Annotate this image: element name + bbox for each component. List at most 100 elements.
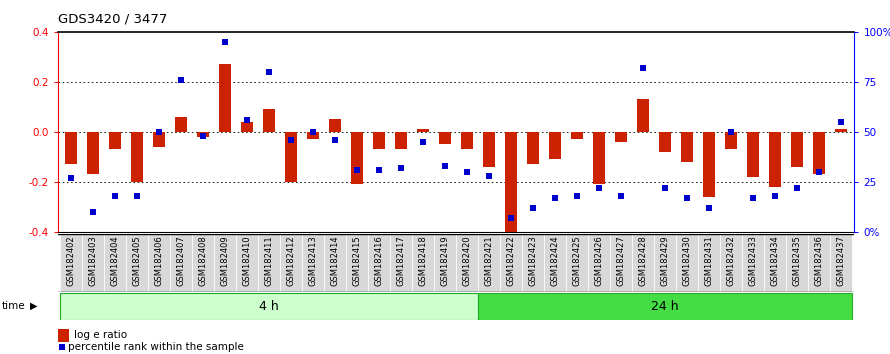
Bar: [676, 234, 698, 292]
Text: GSM182427: GSM182427: [617, 235, 626, 286]
Text: GSM182422: GSM182422: [506, 235, 515, 286]
Text: GSM182435: GSM182435: [793, 235, 802, 286]
Text: GSM182437: GSM182437: [837, 235, 845, 286]
Point: [108, 193, 122, 199]
Bar: [769, 132, 781, 187]
Bar: [506, 132, 517, 234]
Point: [152, 129, 166, 135]
Point: [746, 195, 760, 201]
Bar: [522, 234, 544, 292]
Bar: [720, 234, 742, 292]
Bar: [747, 132, 759, 177]
Point: [834, 119, 848, 125]
Text: GSM182431: GSM182431: [705, 235, 714, 286]
Point: [196, 133, 210, 139]
Text: GSM182429: GSM182429: [660, 235, 669, 286]
Point: [262, 69, 276, 75]
Text: GSM182415: GSM182415: [352, 235, 361, 286]
Bar: [765, 234, 786, 292]
Bar: [126, 234, 148, 292]
Point: [570, 193, 584, 199]
Bar: [417, 129, 429, 132]
Point: [350, 167, 364, 173]
Bar: [835, 129, 847, 132]
Bar: [725, 132, 737, 149]
Bar: [549, 132, 562, 159]
Point: [284, 137, 298, 143]
Bar: [219, 64, 231, 132]
Bar: [324, 234, 346, 292]
Bar: [611, 234, 632, 292]
Bar: [307, 132, 320, 139]
Point: [218, 39, 232, 45]
Point: [724, 129, 739, 135]
Bar: [566, 234, 588, 292]
Point: [548, 195, 562, 201]
Text: GSM182430: GSM182430: [683, 235, 692, 286]
Text: GDS3420 / 3477: GDS3420 / 3477: [58, 12, 167, 25]
Text: ▶: ▶: [30, 301, 37, 311]
Bar: [170, 234, 192, 292]
Bar: [368, 234, 390, 292]
Text: GSM182420: GSM182420: [463, 235, 472, 286]
Text: GSM182411: GSM182411: [264, 235, 273, 286]
Bar: [60, 293, 478, 320]
Bar: [258, 234, 280, 292]
Bar: [813, 132, 825, 175]
Bar: [280, 234, 302, 292]
Point: [460, 169, 474, 175]
Bar: [659, 132, 671, 152]
Point: [812, 169, 826, 175]
Bar: [192, 234, 214, 292]
Text: GSM182423: GSM182423: [529, 235, 538, 286]
Bar: [791, 132, 804, 167]
Bar: [808, 234, 830, 292]
Text: GSM182432: GSM182432: [726, 235, 736, 286]
Text: GSM182434: GSM182434: [771, 235, 780, 286]
Bar: [412, 234, 434, 292]
Point: [768, 193, 782, 199]
Text: GSM182410: GSM182410: [243, 235, 252, 286]
Point: [394, 165, 409, 171]
Point: [438, 163, 452, 169]
Bar: [109, 132, 121, 149]
Bar: [373, 132, 385, 149]
Text: GSM182414: GSM182414: [330, 235, 340, 286]
Point: [174, 77, 188, 83]
Point: [592, 185, 606, 191]
Bar: [60, 234, 82, 292]
Point: [790, 185, 805, 191]
Point: [240, 117, 255, 123]
Bar: [500, 234, 522, 292]
Point: [64, 175, 78, 181]
Point: [526, 205, 540, 211]
Bar: [390, 234, 412, 292]
Point: [680, 195, 694, 201]
Bar: [351, 132, 363, 184]
Bar: [131, 132, 143, 182]
Bar: [593, 132, 605, 184]
Text: GSM182413: GSM182413: [309, 235, 318, 286]
Bar: [588, 234, 611, 292]
Bar: [681, 132, 693, 162]
Text: GSM182421: GSM182421: [485, 235, 494, 286]
Text: GSM182433: GSM182433: [748, 235, 757, 286]
Text: GSM182417: GSM182417: [397, 235, 406, 286]
Bar: [478, 234, 500, 292]
Text: log e ratio: log e ratio: [74, 330, 127, 340]
Bar: [478, 293, 853, 320]
Text: GSM182404: GSM182404: [110, 235, 119, 286]
Bar: [241, 122, 253, 132]
Point: [416, 139, 430, 145]
Bar: [104, 234, 126, 292]
Point: [130, 193, 144, 199]
Text: GSM182425: GSM182425: [572, 235, 582, 286]
Bar: [786, 234, 808, 292]
Bar: [395, 132, 407, 149]
Text: GSM182426: GSM182426: [595, 235, 603, 286]
Text: GSM182402: GSM182402: [67, 235, 76, 286]
Point: [636, 65, 651, 71]
Bar: [544, 234, 566, 292]
Point: [702, 205, 716, 211]
Bar: [830, 234, 853, 292]
